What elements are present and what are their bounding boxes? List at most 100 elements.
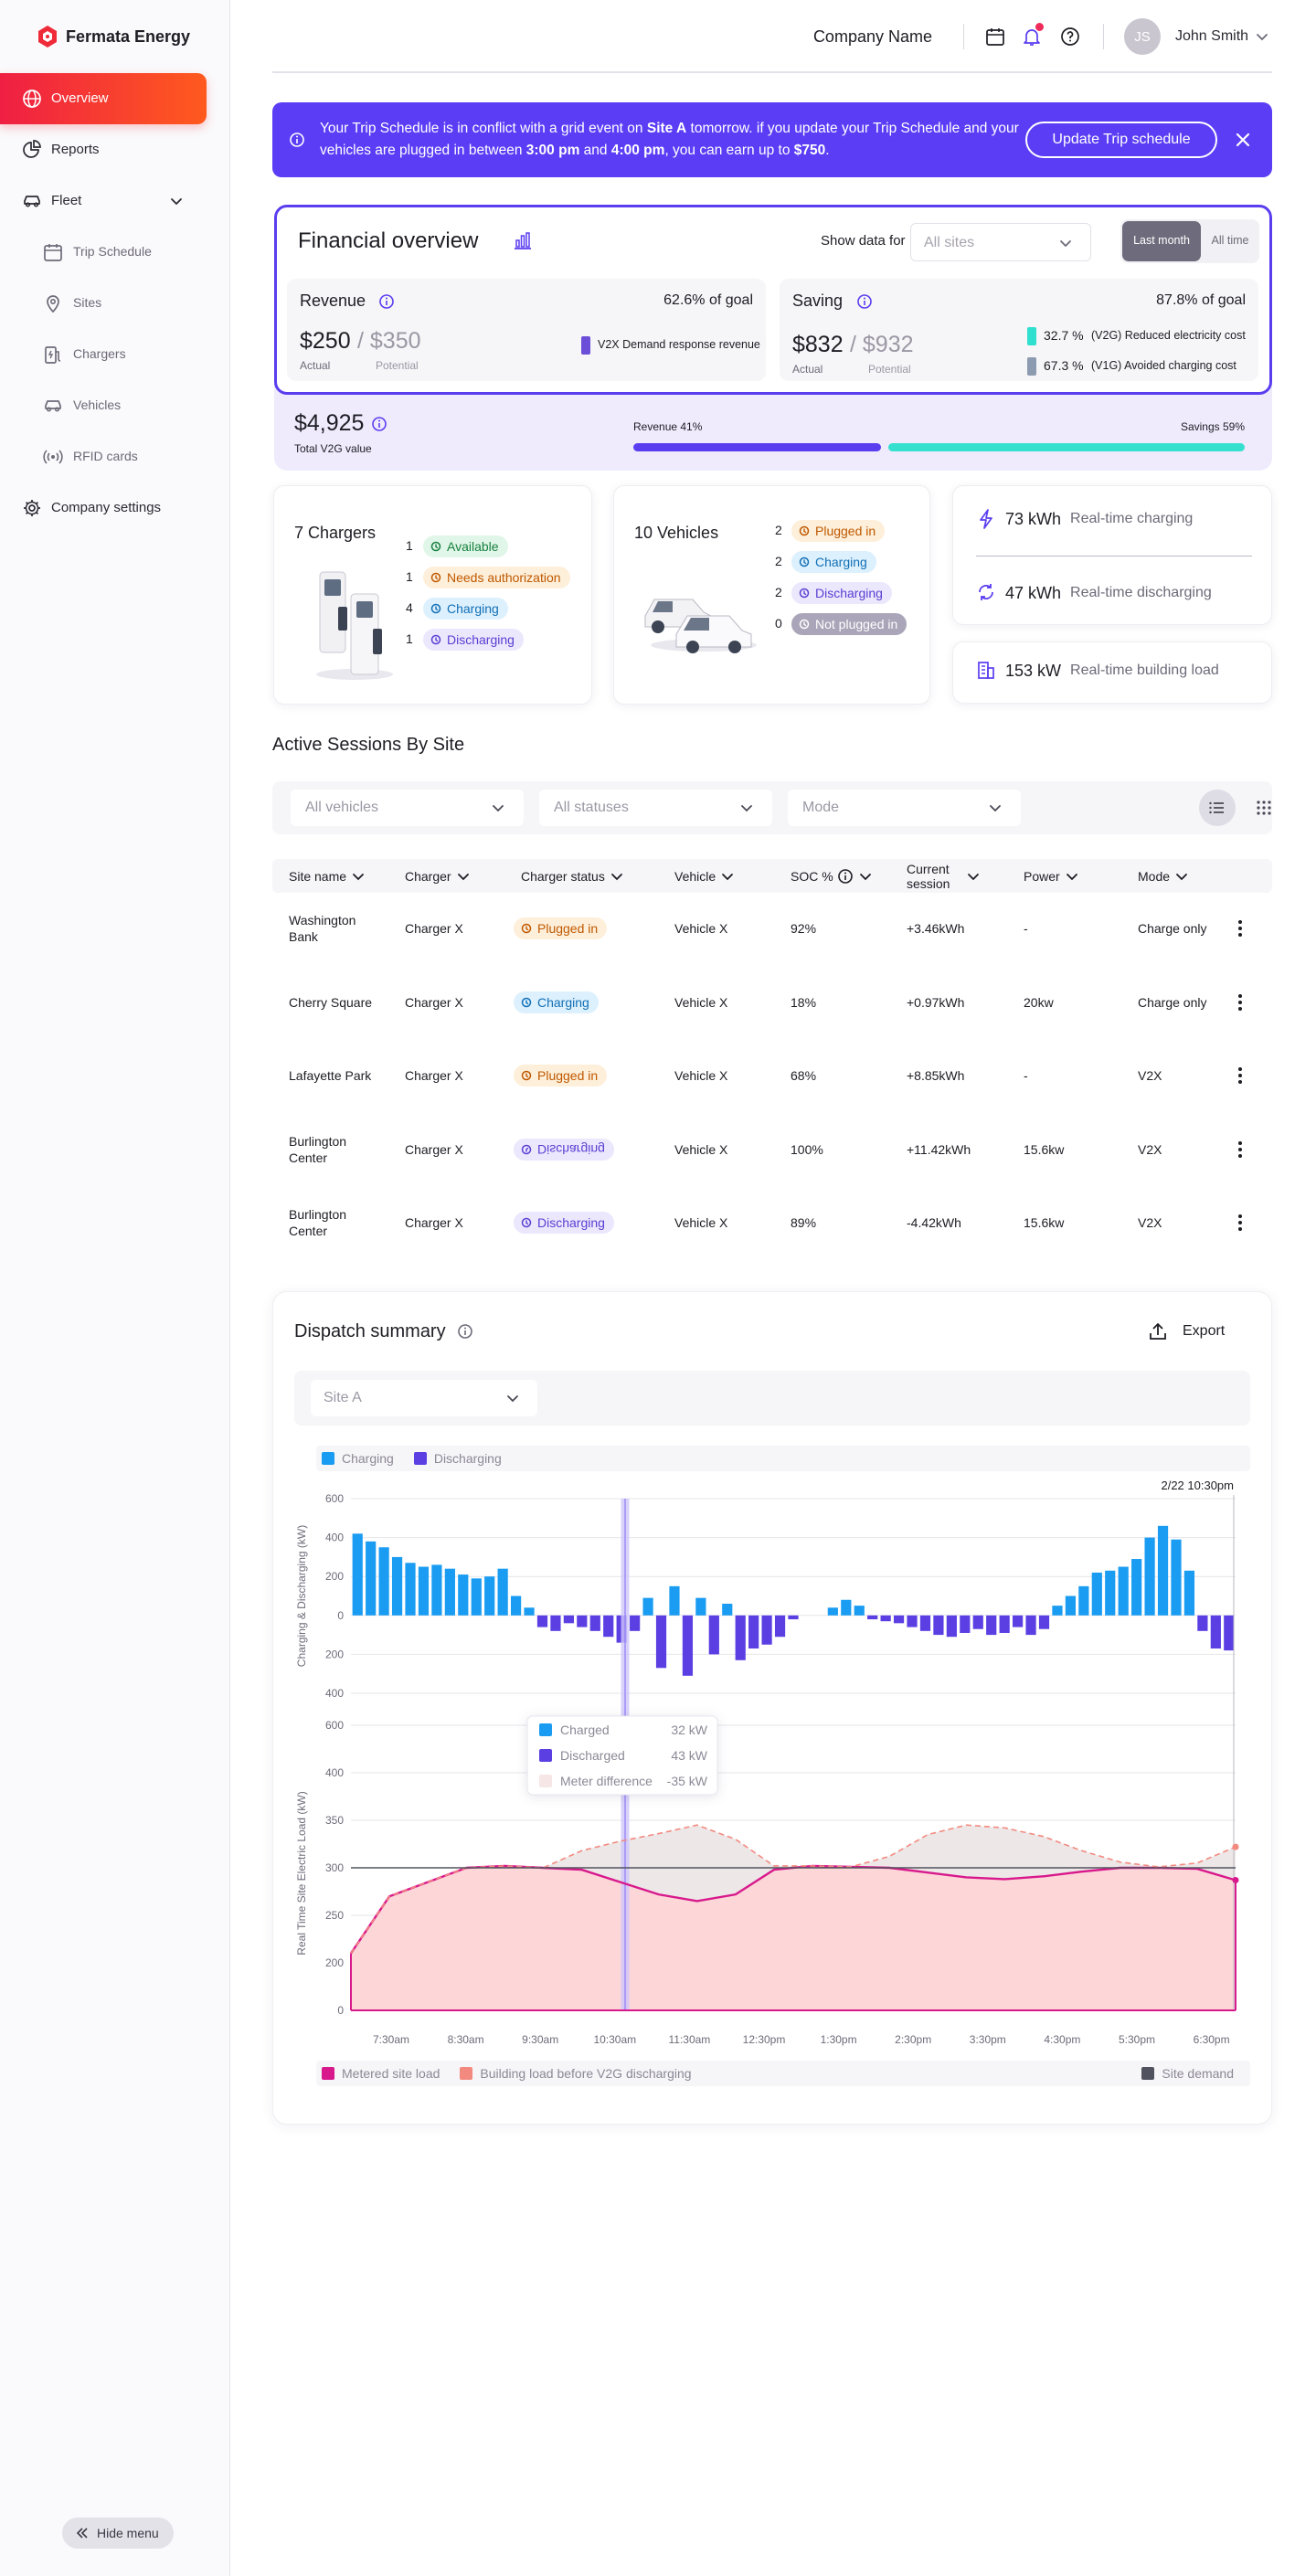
nav-item[interactable]: Sites xyxy=(73,295,102,311)
bar xyxy=(484,1576,495,1616)
sort-chevron xyxy=(719,868,734,885)
nav-item[interactable]: Overview xyxy=(51,90,109,106)
tooltip-swatch xyxy=(539,1749,552,1762)
status-label: Needs authorization xyxy=(447,570,561,585)
column-header[interactable]: Charger status xyxy=(521,859,623,893)
icon-shape xyxy=(799,619,810,630)
status-count: 4 xyxy=(406,600,413,616)
toggle-active[interactable] xyxy=(1122,221,1201,261)
bar xyxy=(774,1615,786,1638)
column-header[interactable]: Site name xyxy=(289,859,365,893)
row-menu xyxy=(1236,1065,1244,1086)
icon-shape xyxy=(43,450,63,464)
icon-shape xyxy=(356,601,373,618)
nav-item[interactable]: Fleet xyxy=(51,192,82,208)
export-label[interactable]: Export xyxy=(1183,1323,1226,1340)
financial-title: Financial overview xyxy=(298,228,479,254)
icon-shape xyxy=(1257,34,1268,41)
nav-icon xyxy=(43,396,63,416)
update-trip-button[interactable]: Update Trip schedule xyxy=(1025,122,1217,158)
column-header[interactable]: Current session xyxy=(907,859,998,893)
site-select[interactable]: All sites xyxy=(910,223,1091,261)
icon-shape xyxy=(799,619,810,630)
x-tick-label: 11:30am xyxy=(668,2033,710,2046)
icon-shape xyxy=(372,417,387,431)
bar xyxy=(352,1533,363,1616)
bar xyxy=(893,1615,905,1624)
nav-item[interactable]: RFID cards xyxy=(73,449,138,464)
info-icon xyxy=(856,293,873,310)
status-icon xyxy=(430,633,442,646)
nav-icon xyxy=(22,140,42,160)
realtime-card xyxy=(952,485,1272,625)
nav-item[interactable]: Company settings xyxy=(51,499,162,515)
nav-item[interactable]: Vehicles xyxy=(73,398,122,413)
saving-actual-label: Actual xyxy=(792,362,823,376)
filter-value: Mode xyxy=(802,800,840,816)
table-cell: Charger X xyxy=(405,1131,515,1168)
icon-shape xyxy=(1268,806,1271,810)
table-cell-text: Charger X xyxy=(405,921,463,936)
filter-select[interactable]: All vehicles xyxy=(291,790,524,826)
revenue-potential: / $350 xyxy=(357,327,421,354)
icon-shape xyxy=(978,662,994,679)
export-icon xyxy=(1148,1321,1168,1341)
status-label: Discharging xyxy=(537,1141,605,1157)
icon-shape xyxy=(803,528,807,534)
bar xyxy=(431,1564,442,1616)
sort-chevron xyxy=(1173,868,1188,885)
column-header[interactable]: Charger xyxy=(405,859,470,893)
vehicles-illustration xyxy=(640,576,759,653)
avatar-initials: JS xyxy=(1134,28,1151,45)
icon-shape xyxy=(33,202,39,207)
y-tick-label: 200 xyxy=(325,1648,344,1660)
hide-menu-button[interactable]: Hide menu xyxy=(62,2518,174,2549)
icon-shape xyxy=(457,873,469,880)
filter-select[interactable]: All statuses xyxy=(539,790,772,826)
avatar[interactable]: JS xyxy=(1124,18,1161,55)
icon-shape xyxy=(653,601,673,612)
icon-shape xyxy=(521,1070,532,1081)
icon-shape xyxy=(25,501,39,515)
icon-shape xyxy=(48,350,54,359)
icon-shape xyxy=(290,133,304,147)
x-tick-label: 12:30pm xyxy=(743,2033,786,2046)
icon-shape xyxy=(28,504,36,512)
column-header[interactable]: Vehicle xyxy=(674,859,734,893)
nav-item[interactable]: Trip Schedule xyxy=(73,244,152,260)
hide-menu-label: Hide menu xyxy=(97,2526,159,2540)
saving-legend-pct: 67.3 % xyxy=(1044,358,1084,374)
icon-shape xyxy=(430,634,441,645)
dispatch-site-select[interactable]: Site A xyxy=(311,1380,537,1416)
icon-shape xyxy=(521,923,532,934)
table-cell: 92% xyxy=(791,910,900,947)
status-pill: Charging xyxy=(423,598,508,620)
bar xyxy=(1065,1595,1077,1616)
user-name[interactable]: John Smith xyxy=(1175,28,1249,45)
icon-shape xyxy=(338,607,347,631)
sort-chevron xyxy=(455,868,470,885)
select-chevron xyxy=(987,800,1003,816)
column-header[interactable]: Mode xyxy=(1138,859,1188,893)
icon-shape xyxy=(644,599,757,653)
filter-select[interactable]: Mode xyxy=(788,790,1021,826)
icon-shape xyxy=(24,500,40,516)
nav-item[interactable]: Chargers xyxy=(73,346,126,362)
y-axis-label: Charging & Discharging (kW) xyxy=(295,1525,308,1667)
toggle-option[interactable]: Last month xyxy=(1133,234,1190,248)
status-label: Plugged in xyxy=(537,921,599,936)
icon-shape xyxy=(430,541,441,552)
tooltip-label: Discharged xyxy=(560,1748,625,1763)
column-header[interactable]: SOC % xyxy=(791,859,872,893)
bar xyxy=(960,1615,971,1633)
icon-shape xyxy=(1238,1214,1242,1231)
column-header-label: Power xyxy=(1024,868,1060,884)
bar xyxy=(642,1597,653,1616)
legend-label: Metered site load xyxy=(342,2066,440,2081)
nav-item[interactable]: Reports xyxy=(51,141,100,157)
icon-shape xyxy=(76,2528,88,2539)
column-header[interactable]: Power xyxy=(1024,859,1078,893)
toggle-option[interactable]: All time xyxy=(1211,234,1249,248)
bar xyxy=(655,1615,667,1669)
saving-potential: / $932 xyxy=(850,331,914,357)
